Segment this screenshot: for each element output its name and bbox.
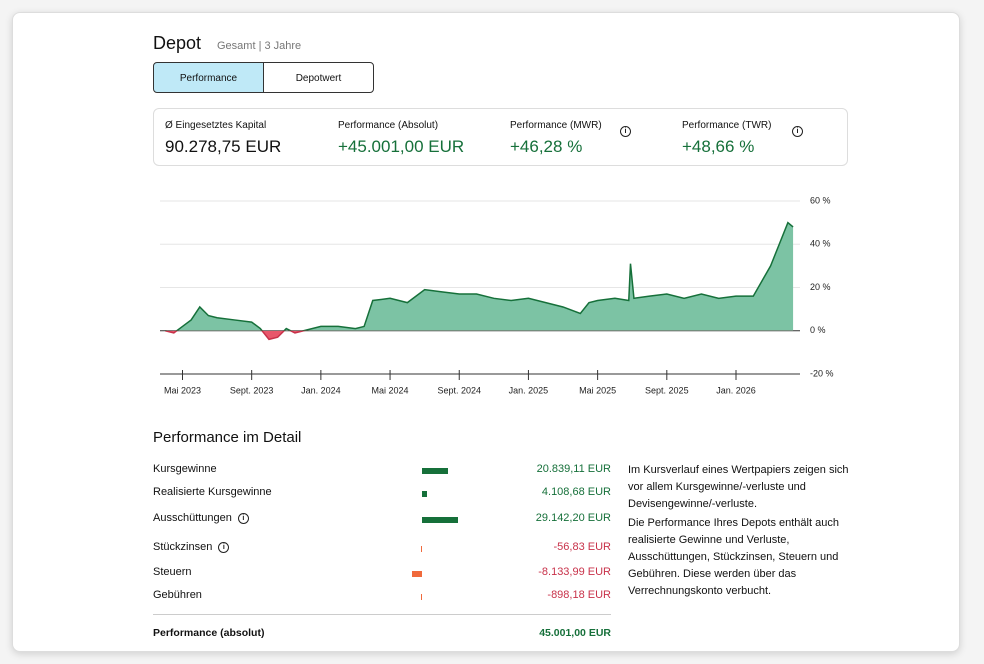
divider bbox=[153, 614, 611, 615]
row-label: Realisierte Kursgewinne bbox=[153, 486, 272, 498]
x-tick-label: Jan. 2025 bbox=[509, 385, 549, 395]
line-positive bbox=[165, 221, 794, 331]
x-tick-label: Sept. 2024 bbox=[437, 385, 481, 395]
detail-row: Steuern -8.133,99 EUR bbox=[153, 566, 611, 578]
bar bbox=[422, 517, 458, 523]
kpi: Performance (Absolut) +45.001,00 EUR bbox=[338, 120, 464, 157]
tab[interactable]: Depotwert bbox=[263, 62, 374, 93]
bar bbox=[411, 571, 422, 577]
row-value: -56,83 EUR bbox=[553, 541, 611, 553]
y-tick-label: 0 % bbox=[810, 325, 826, 335]
row-label: Ausschüttungen bbox=[153, 512, 232, 524]
title: Depot bbox=[153, 33, 202, 53]
kpi-label: Ø Eingesetztes Kapital bbox=[165, 120, 267, 131]
info-icon: i bbox=[620, 126, 631, 137]
kpi-value: 90.278,75 EUR bbox=[165, 137, 282, 156]
detail-row: Realisierte Kursgewinne 4.108,68 EUR bbox=[153, 486, 611, 498]
info-icon: i bbox=[237, 512, 249, 524]
y-tick-label: -20 % bbox=[810, 368, 834, 378]
row-value: 29.142,20 EUR bbox=[535, 512, 611, 524]
y-tick-label: 60 % bbox=[810, 195, 831, 205]
detail-row: Kursgewinne 20.839,11 EUR bbox=[153, 463, 611, 475]
notes: Im Kursverlauf eines Wertpapiers zeigen … bbox=[628, 462, 850, 602]
row-value: -898,18 EUR bbox=[547, 589, 611, 601]
area-positive bbox=[165, 222, 794, 331]
x-tick-label: Mai 2025 bbox=[579, 385, 616, 395]
x-tick-label: Jan. 2026 bbox=[716, 385, 756, 395]
detail-row: Gebühren -898,18 EUR bbox=[153, 589, 611, 601]
total-row: Performance (absolut) 45.001,00 EUR bbox=[153, 627, 611, 639]
info-icon: i bbox=[218, 541, 230, 553]
x-tick-label: Jan. 2024 bbox=[301, 385, 341, 395]
kpi: Performance (TWR) +48,66 % bbox=[682, 120, 771, 157]
total-label: Performance (absolut) bbox=[153, 627, 265, 639]
bar bbox=[422, 468, 448, 474]
kpi-label: Performance (MWR) bbox=[510, 120, 602, 131]
detail-row: Stückzinsen i -56,83 EUR bbox=[153, 541, 611, 553]
row-value: -8.133,99 EUR bbox=[538, 566, 611, 578]
x-tick-label: Sept. 2025 bbox=[645, 385, 689, 395]
total-value: 45.001,00 EUR bbox=[539, 627, 611, 639]
section-title: Performance im Detail bbox=[153, 429, 302, 446]
kpi-value: +46,28 % bbox=[510, 137, 583, 156]
kpi-label: Performance (TWR) bbox=[682, 120, 772, 131]
x-tick-label: Sept. 2023 bbox=[230, 385, 274, 395]
kpi-box bbox=[153, 108, 848, 166]
kpi: Performance (MWR) +46,28 % bbox=[510, 120, 602, 157]
y-tick-label: 20 % bbox=[810, 282, 831, 292]
chart: -20 % 0 % 20 % 40 % 60 % Mai 2023 Sept. 2023 Ja… bbox=[160, 195, 834, 395]
kpi-value: +48,66 % bbox=[682, 137, 755, 156]
note-text: Im Kursverlauf eines Wertpapiers zeigen … bbox=[628, 464, 849, 510]
kpi-value: +45.001,00 EUR bbox=[338, 137, 465, 156]
row-label: Kursgewinne bbox=[153, 463, 217, 475]
bar bbox=[420, 594, 422, 600]
row-label: Gebühren bbox=[153, 589, 202, 601]
subtitle: Gesamt | 3 Jahre bbox=[217, 40, 302, 52]
row-value: 20.839,11 EUR bbox=[536, 463, 611, 475]
row-label: Stückzinsen bbox=[153, 541, 213, 553]
x-tick-label: Mai 2024 bbox=[372, 385, 409, 395]
y-tick-label: 40 % bbox=[810, 239, 831, 249]
kpi-label: Performance (Absolut) bbox=[338, 120, 439, 131]
bar bbox=[422, 491, 428, 497]
kpi: Ø Eingesetztes Kapital 90.278,75 EUR bbox=[165, 120, 281, 157]
detail-row: Ausschüttungen i 29.142,20 EUR bbox=[153, 512, 611, 524]
bar bbox=[421, 546, 422, 552]
row-label: Steuern bbox=[153, 566, 192, 578]
x-tick-label: Mai 2023 bbox=[164, 385, 201, 395]
note-text: Die Performance Ihres Depots enthält auc… bbox=[628, 517, 839, 597]
info-icon: i bbox=[792, 126, 803, 137]
row-value: 4.108,68 EUR bbox=[541, 486, 611, 498]
